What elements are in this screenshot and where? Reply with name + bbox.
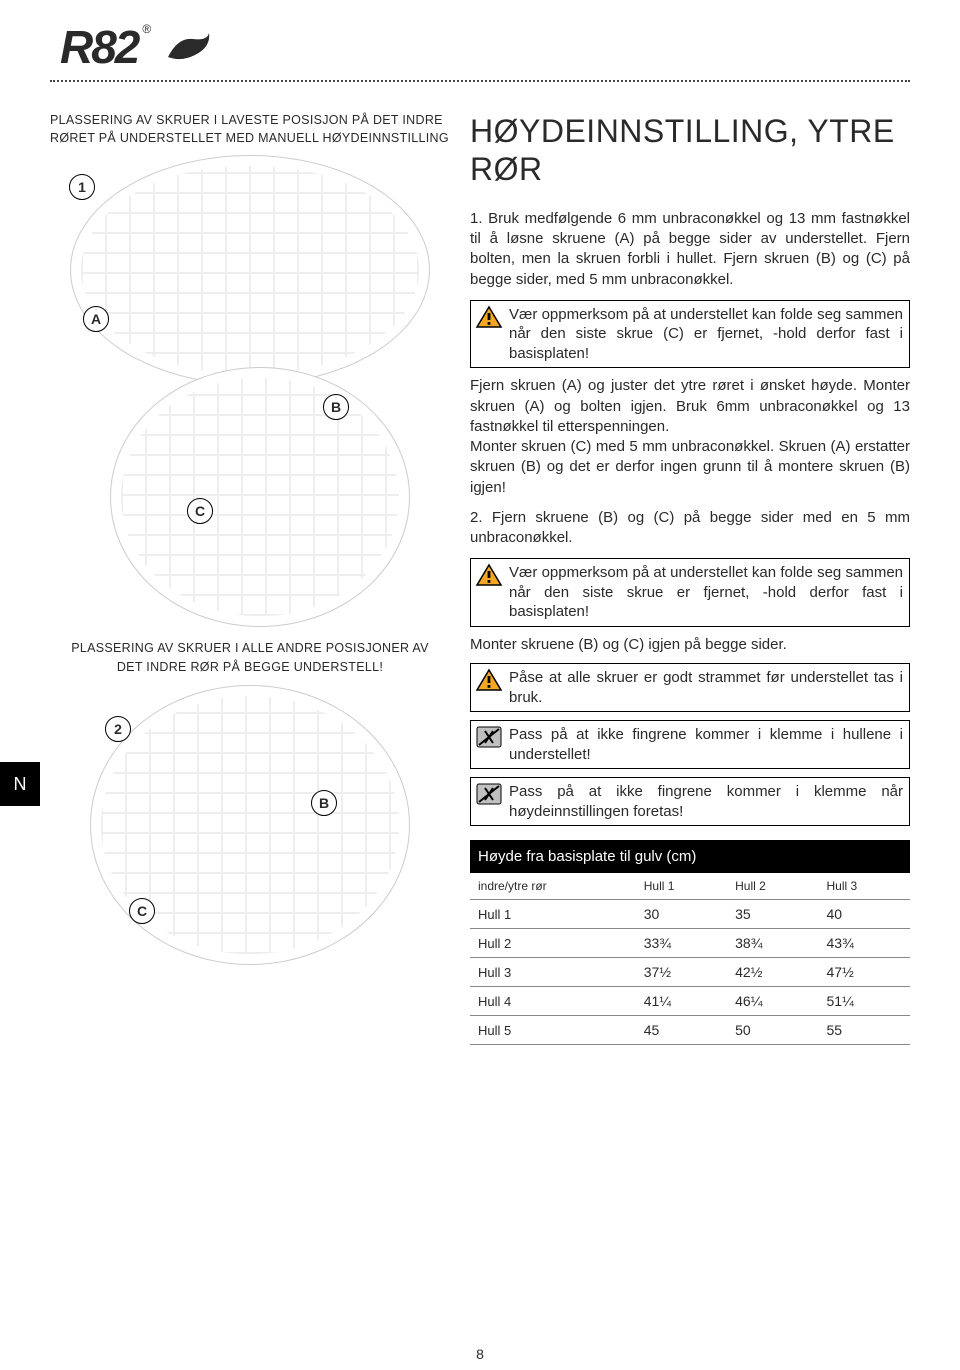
figure-1b: B C	[110, 367, 410, 627]
paragraph-2: Fjern skruen (A) og juster det ytre røre…	[470, 376, 910, 498]
callout-A: A	[83, 306, 109, 332]
divider	[50, 80, 910, 82]
page-number: 8	[476, 1346, 484, 1362]
warning-2: Vær oppmerksom på at understellet kan fo…	[470, 558, 910, 627]
warning-icon	[475, 668, 503, 692]
callout-C: C	[187, 498, 213, 524]
paragraph-4: Monter skruene (B) og (C) igjen på begge…	[470, 635, 910, 655]
left-column: N PLASSERING AV SKRUER I LAVESTE POSISJO…	[50, 112, 450, 1045]
table-col2: Hull 2	[727, 873, 818, 900]
table-row: Hull 5 45 50 55	[470, 1016, 910, 1045]
figure-1: 1 A	[70, 155, 430, 385]
warning-4: Pass på at ikke fingrene kommer i klemme…	[470, 720, 910, 769]
page-title: HØYDEINNSTILLING, YTRE RØR	[470, 112, 910, 189]
warning-3-text: Påse at alle skruer er godt strammet før…	[509, 669, 903, 706]
paragraph-1: 1. Bruk medfølgende 6 mm unbraconøkkel o…	[470, 209, 910, 290]
table-title: Høyde fra basisplate til gulv (cm)	[470, 840, 910, 873]
side-tab: N	[0, 762, 40, 806]
paragraph-3: 2. Fjern skruene (B) og (C) på begge sid…	[470, 508, 910, 549]
table-row: Hull 3 37½ 42½ 47½	[470, 958, 910, 987]
height-table: Høyde fra basisplate til gulv (cm) indre…	[470, 840, 910, 1045]
warning-1-text: Vær oppmerksom på at understellet kan fo…	[509, 306, 903, 362]
table-row: Hull 1 30 35 40	[470, 900, 910, 929]
table-body: indre/ytre rør Hull 1 Hull 2 Hull 3 Hull…	[470, 873, 910, 1045]
pinch-icon	[475, 725, 503, 749]
right-column: HØYDEINNSTILLING, YTRE RØR 1. Bruk medfø…	[470, 112, 910, 1045]
figure2-caption: PLASSERING AV SKRUER I ALLE ANDRE POSISJ…	[50, 639, 450, 677]
warning-icon	[475, 305, 503, 329]
warning-4-text: Pass på at ikke fingrene kommer i klemme…	[509, 726, 903, 763]
warning-5: Pass på at ikke fingrene kommer i klemme…	[470, 777, 910, 826]
callout-1: 1	[69, 174, 95, 200]
callout-C2: C	[129, 898, 155, 924]
warning-icon	[475, 563, 503, 587]
table-col1: Hull 1	[636, 873, 727, 900]
table-col3: Hull 3	[819, 873, 910, 900]
callout-2: 2	[105, 716, 131, 742]
figure2-caption-l1: PLASSERING AV SKRUER I ALLE ANDRE POSISJ…	[71, 641, 429, 655]
logo: R82 ®	[60, 20, 910, 74]
pinch-icon	[475, 782, 503, 806]
warning-5-text: Pass på at ikke fingrene kommer i klemme…	[509, 783, 903, 820]
table-col0: indre/ytre rør	[470, 873, 636, 900]
logo-reg: ®	[142, 22, 151, 36]
warning-2-text: Vær oppmerksom på at understellet kan fo…	[509, 564, 903, 620]
figure-2: 2 B C	[90, 685, 410, 965]
warning-1: Vær oppmerksom på at understellet kan fo…	[470, 300, 910, 369]
figure2-caption-l2: DET INDRE RØR PÅ BEGGE UNDERSTELL!	[117, 660, 383, 674]
table-row: Hull 4 41¼ 46¼ 51¼	[470, 987, 910, 1016]
table-row: Hull 2 33¾ 38¾ 43¾	[470, 929, 910, 958]
callout-B: B	[323, 394, 349, 420]
callout-B2: B	[311, 790, 337, 816]
figure1-caption: PLASSERING AV SKRUER I LAVESTE POSISJON …	[50, 112, 450, 147]
logo-text: R82	[60, 20, 138, 74]
swoosh-icon	[163, 29, 213, 65]
warning-3: Påse at alle skruer er godt strammet før…	[470, 663, 910, 712]
